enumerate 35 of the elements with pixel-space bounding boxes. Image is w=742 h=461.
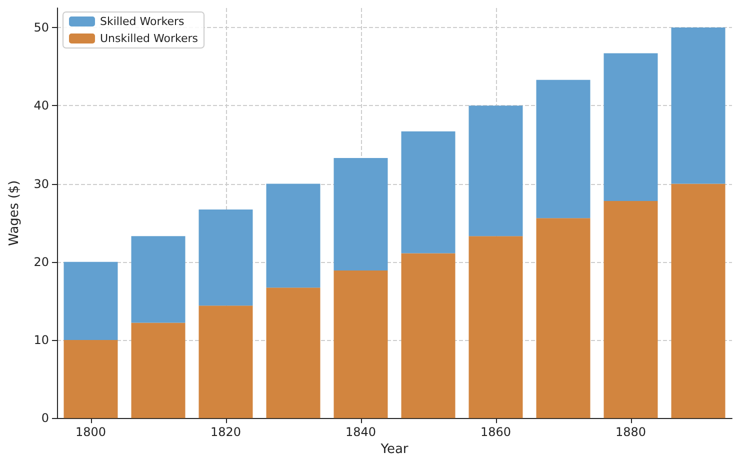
- x-tick-label: 1860: [480, 425, 512, 440]
- legend-label: Unskilled Workers: [100, 32, 198, 45]
- bar: [671, 28, 726, 184]
- bar: [468, 106, 523, 236]
- y-tick-label: 20: [34, 254, 49, 269]
- bar: [198, 306, 253, 418]
- y-tick-label: 50: [34, 20, 49, 35]
- y-tick-label: 30: [34, 176, 49, 191]
- bar: [334, 270, 388, 418]
- bar: [266, 184, 320, 288]
- bar: [604, 53, 658, 201]
- bar: [198, 210, 253, 306]
- bar: [334, 158, 388, 270]
- y-tick-label: 40: [34, 98, 49, 113]
- x-tick-label: 1800: [75, 425, 106, 440]
- bar: [131, 322, 186, 418]
- bar: [266, 288, 320, 418]
- bar: [536, 80, 590, 218]
- x-tick-label: 1840: [345, 425, 376, 440]
- x-tick-label: 1820: [210, 425, 242, 440]
- y-axis-title: Wages ($): [7, 180, 22, 246]
- bar: [604, 200, 658, 418]
- x-tick-label: 1880: [615, 425, 646, 440]
- bar: [64, 262, 118, 340]
- bar: [401, 131, 456, 254]
- bar: [536, 218, 590, 418]
- bar: [131, 236, 186, 323]
- legend-label: Skilled Workers: [100, 15, 185, 28]
- bar: [401, 253, 456, 418]
- bar: [64, 340, 118, 418]
- bar: [671, 184, 726, 418]
- bar: [468, 236, 523, 418]
- x-axis-title: Year: [380, 442, 409, 457]
- y-tick-label: 10: [34, 332, 49, 347]
- y-tick-label: 0: [41, 411, 49, 426]
